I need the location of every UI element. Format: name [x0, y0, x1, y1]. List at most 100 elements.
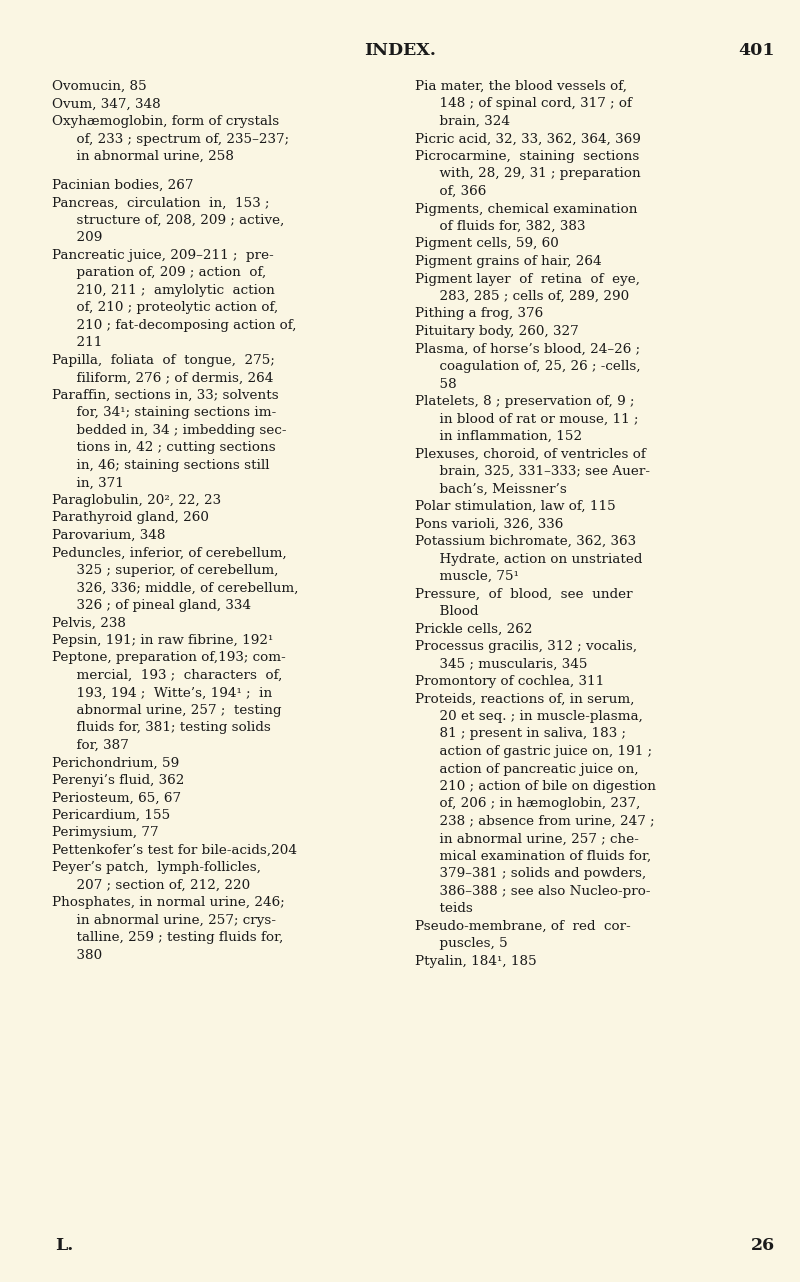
Text: of, 210 ; proteolytic action of,: of, 210 ; proteolytic action of, — [68, 301, 278, 314]
Text: Platelets, 8 ; preservation of, 9 ;: Platelets, 8 ; preservation of, 9 ; — [415, 395, 634, 408]
Text: puscles, 5: puscles, 5 — [431, 937, 508, 950]
Text: in abnormal urine, 257; crys-: in abnormal urine, 257; crys- — [68, 914, 276, 927]
Text: Periosteum, 65, 67: Periosteum, 65, 67 — [52, 791, 181, 804]
Text: filiform, 276 ; of dermis, 264: filiform, 276 ; of dermis, 264 — [68, 372, 274, 385]
Text: Pancreas,  circulation  in,  153 ;: Pancreas, circulation in, 153 ; — [52, 196, 270, 209]
Text: for, 34¹; staining sections im-: for, 34¹; staining sections im- — [68, 406, 276, 419]
Text: L.: L. — [55, 1237, 74, 1254]
Text: Perichondrium, 59: Perichondrium, 59 — [52, 756, 179, 769]
Text: Pancreatic juice, 209–211 ;  pre-: Pancreatic juice, 209–211 ; pre- — [52, 249, 274, 262]
Text: 26: 26 — [751, 1237, 775, 1254]
Text: Prickle cells, 262: Prickle cells, 262 — [415, 623, 533, 636]
Text: Pressure,  of  blood,  see  under: Pressure, of blood, see under — [415, 587, 633, 600]
Text: 58: 58 — [431, 377, 457, 391]
Text: Pons varioli, 326, 336: Pons varioli, 326, 336 — [415, 518, 563, 531]
Text: Pacinian bodies, 267: Pacinian bodies, 267 — [52, 179, 194, 192]
Text: Paraglobulin, 20², 22, 23: Paraglobulin, 20², 22, 23 — [52, 494, 221, 506]
Text: Potassium bichromate, 362, 363: Potassium bichromate, 362, 363 — [415, 535, 636, 547]
Text: Blood: Blood — [431, 605, 478, 618]
Text: Pituitary body, 260, 327: Pituitary body, 260, 327 — [415, 326, 578, 338]
Text: brain, 325, 331–333; see Auer-: brain, 325, 331–333; see Auer- — [431, 465, 650, 478]
Text: Pelvis, 238: Pelvis, 238 — [52, 617, 126, 629]
Text: in abnormal urine, 258: in abnormal urine, 258 — [68, 150, 234, 163]
Text: in, 371: in, 371 — [68, 477, 124, 490]
Text: Pia mater, the blood vessels of,: Pia mater, the blood vessels of, — [415, 79, 627, 94]
Text: Pithing a frog, 376: Pithing a frog, 376 — [415, 308, 543, 320]
Text: Pigment cells, 59, 60: Pigment cells, 59, 60 — [415, 237, 559, 250]
Text: Pseudo-membrane, of  red  cor-: Pseudo-membrane, of red cor- — [415, 920, 630, 933]
Text: mercial,  193 ;  characters  of,: mercial, 193 ; characters of, — [68, 669, 282, 682]
Text: of, 233 ; spectrum of, 235–237;: of, 233 ; spectrum of, 235–237; — [68, 132, 289, 145]
Text: tions in, 42 ; cutting sections: tions in, 42 ; cutting sections — [68, 441, 276, 454]
Text: Picrocarmine,  staining  sections: Picrocarmine, staining sections — [415, 150, 639, 163]
Text: bach’s, Meissner’s: bach’s, Meissner’s — [431, 482, 567, 496]
Text: Peyer’s patch,  lymph-follicles,: Peyer’s patch, lymph-follicles, — [52, 862, 261, 874]
Text: fluids for, 381; testing solids: fluids for, 381; testing solids — [68, 722, 271, 735]
Text: Parovarium, 348: Parovarium, 348 — [52, 529, 166, 542]
Text: Ovomucin, 85: Ovomucin, 85 — [52, 79, 146, 94]
Text: for, 387: for, 387 — [68, 738, 129, 751]
Text: Plasma, of horse’s blood, 24–26 ;: Plasma, of horse’s blood, 24–26 ; — [415, 342, 640, 355]
Text: Ptyalin, 184¹, 185: Ptyalin, 184¹, 185 — [415, 955, 537, 968]
Text: 380: 380 — [68, 949, 102, 962]
Text: Ovum, 347, 348: Ovum, 347, 348 — [52, 97, 161, 110]
Text: in abnormal urine, 257 ; che-: in abnormal urine, 257 ; che- — [431, 832, 639, 846]
Text: action of pancreatic juice on,: action of pancreatic juice on, — [431, 763, 638, 776]
Text: in, 46; staining sections still: in, 46; staining sections still — [68, 459, 270, 472]
Text: Hydrate, action on unstriated: Hydrate, action on unstriated — [431, 553, 642, 565]
Text: teids: teids — [431, 903, 473, 915]
Text: 207 ; section of, 212, 220: 207 ; section of, 212, 220 — [68, 879, 250, 892]
Text: Papilla,  foliata  of  tongue,  275;: Papilla, foliata of tongue, 275; — [52, 354, 275, 367]
Text: Peptone, preparation of,193; com-: Peptone, preparation of,193; com- — [52, 651, 286, 664]
Text: 210 ; fat-decomposing action of,: 210 ; fat-decomposing action of, — [68, 319, 297, 332]
Text: 325 ; superior, of cerebellum,: 325 ; superior, of cerebellum, — [68, 564, 278, 577]
Text: bedded in, 34 ; imbedding sec-: bedded in, 34 ; imbedding sec- — [68, 424, 286, 437]
Text: 210 ; action of bile on digestion: 210 ; action of bile on digestion — [431, 779, 656, 794]
Text: 326 ; of pineal gland, 334: 326 ; of pineal gland, 334 — [68, 599, 251, 612]
Text: Pigment grains of hair, 264: Pigment grains of hair, 264 — [415, 255, 602, 268]
Text: muscle, 75¹: muscle, 75¹ — [431, 570, 519, 583]
Text: 283, 285 ; cells of, 289, 290: 283, 285 ; cells of, 289, 290 — [431, 290, 630, 303]
Text: 379–381 ; solids and powders,: 379–381 ; solids and powders, — [431, 868, 646, 881]
Text: Picric acid, 32, 33, 362, 364, 369: Picric acid, 32, 33, 362, 364, 369 — [415, 132, 641, 145]
Text: in inflammation, 152: in inflammation, 152 — [431, 429, 582, 444]
Text: 193, 194 ;  Witte’s, 194¹ ;  in: 193, 194 ; Witte’s, 194¹ ; in — [68, 686, 272, 700]
Text: brain, 324: brain, 324 — [431, 115, 510, 128]
Text: 326, 336; middle, of cerebellum,: 326, 336; middle, of cerebellum, — [68, 581, 298, 595]
Text: abnormal urine, 257 ;  testing: abnormal urine, 257 ; testing — [68, 704, 282, 717]
Text: Pepsin, 191; in raw fibrine, 192¹: Pepsin, 191; in raw fibrine, 192¹ — [52, 633, 274, 647]
Text: structure of, 208, 209 ; active,: structure of, 208, 209 ; active, — [68, 214, 284, 227]
Text: Pigment layer  of  retina  of  eye,: Pigment layer of retina of eye, — [415, 273, 640, 286]
Text: 238 ; absence from urine, 247 ;: 238 ; absence from urine, 247 ; — [431, 815, 654, 828]
Text: 345 ; muscularis, 345: 345 ; muscularis, 345 — [431, 658, 587, 670]
Text: INDEX.: INDEX. — [364, 42, 436, 59]
Text: Perenyi’s fluid, 362: Perenyi’s fluid, 362 — [52, 774, 184, 787]
Text: mical examination of fluids for,: mical examination of fluids for, — [431, 850, 651, 863]
Text: 209: 209 — [68, 231, 102, 245]
Text: of, 206 ; in hæmoglobin, 237,: of, 206 ; in hæmoglobin, 237, — [431, 797, 640, 810]
Text: 386–388 ; see also Nucleo-pro-: 386–388 ; see also Nucleo-pro- — [431, 885, 650, 897]
Text: Plexuses, choroid, of ventricles of: Plexuses, choroid, of ventricles of — [415, 447, 646, 460]
Text: 210, 211 ;  amylolytic  action: 210, 211 ; amylolytic action — [68, 283, 275, 297]
Text: Promontory of cochlea, 311: Promontory of cochlea, 311 — [415, 676, 604, 688]
Text: Pigments, chemical examination: Pigments, chemical examination — [415, 203, 638, 215]
Text: 81 ; present in saliva, 183 ;: 81 ; present in saliva, 183 ; — [431, 727, 626, 741]
Text: Parathyroid gland, 260: Parathyroid gland, 260 — [52, 512, 209, 524]
Text: paration of, 209 ; action  of,: paration of, 209 ; action of, — [68, 267, 266, 279]
Text: Pericardium, 155: Pericardium, 155 — [52, 809, 170, 822]
Text: in blood of rat or mouse, 11 ;: in blood of rat or mouse, 11 ; — [431, 413, 638, 426]
Text: Polar stimulation, law of, 115: Polar stimulation, law of, 115 — [415, 500, 616, 513]
Text: 211: 211 — [68, 336, 102, 350]
Text: Pettenkofer’s test for bile-acids,204: Pettenkofer’s test for bile-acids,204 — [52, 844, 297, 856]
Text: talline, 259 ; testing fluids for,: talline, 259 ; testing fluids for, — [68, 932, 283, 945]
Text: action of gastric juice on, 191 ;: action of gastric juice on, 191 ; — [431, 745, 652, 758]
Text: 401: 401 — [738, 42, 775, 59]
Text: with, 28, 29, 31 ; preparation: with, 28, 29, 31 ; preparation — [431, 168, 641, 181]
Text: coagulation of, 25, 26 ; -cells,: coagulation of, 25, 26 ; -cells, — [431, 360, 641, 373]
Text: Perimysium, 77: Perimysium, 77 — [52, 827, 158, 840]
Text: 148 ; of spinal cord, 317 ; of: 148 ; of spinal cord, 317 ; of — [431, 97, 632, 110]
Text: Processus gracilis, 312 ; vocalis,: Processus gracilis, 312 ; vocalis, — [415, 640, 637, 653]
Text: Paraffin, sections in, 33; solvents: Paraffin, sections in, 33; solvents — [52, 388, 278, 401]
Text: of fluids for, 382, 383: of fluids for, 382, 383 — [431, 221, 586, 233]
Text: Peduncles, inferior, of cerebellum,: Peduncles, inferior, of cerebellum, — [52, 546, 286, 559]
